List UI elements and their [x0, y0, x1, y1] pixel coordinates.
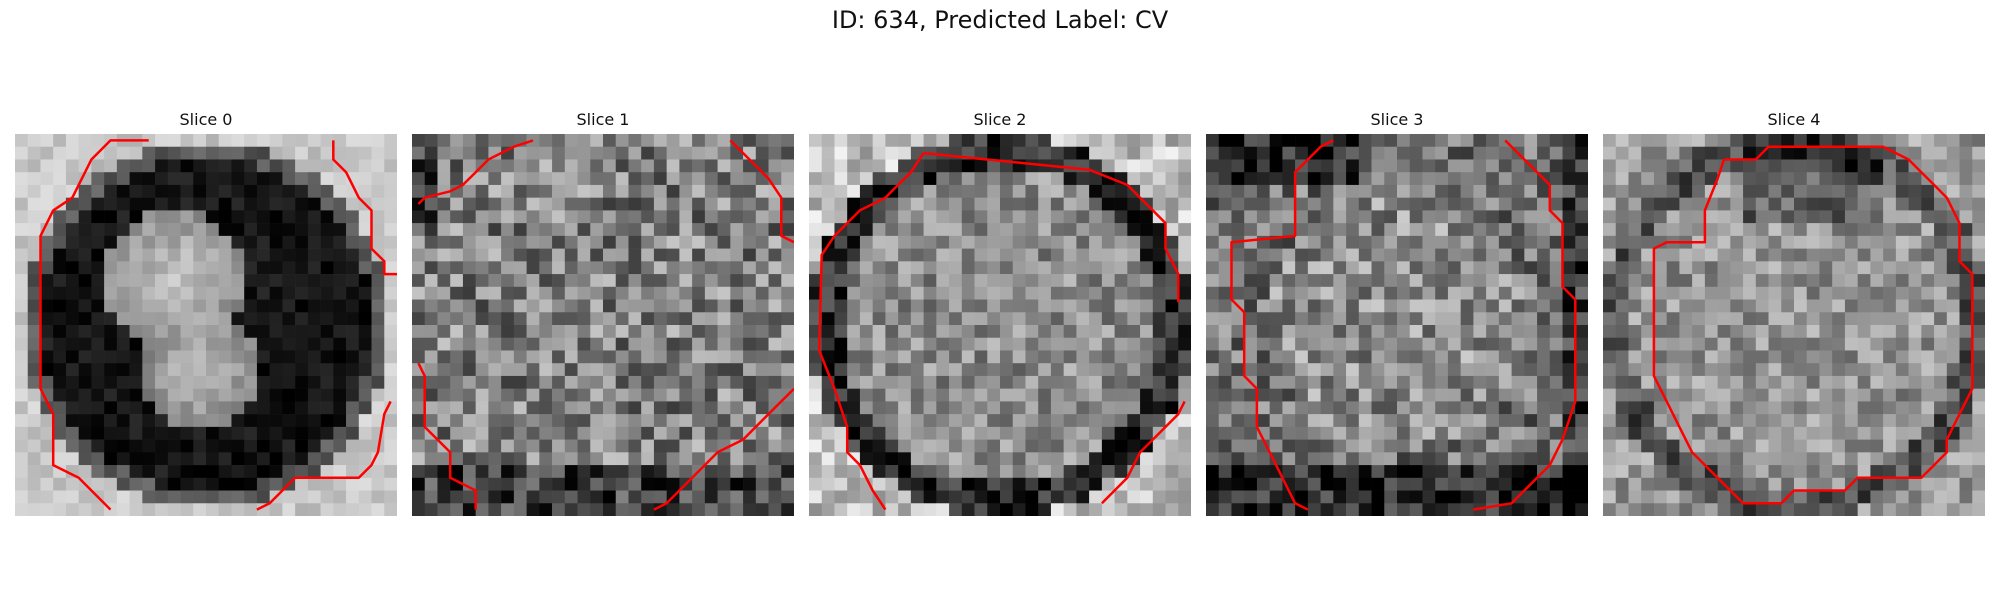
slice-image	[412, 134, 794, 516]
figure-title: ID: 634, Predicted Label: CV	[831, 6, 1169, 34]
slice-panel: Slice 4	[1603, 108, 1985, 516]
slice-title: Slice 0	[179, 110, 233, 129]
segmentation-contour	[1473, 139, 1577, 511]
segmentation-contour	[256, 400, 392, 511]
slice-panel: Slice 3	[1206, 108, 1588, 516]
slice-title: Slice 1	[576, 110, 630, 129]
segmentation-contour	[39, 139, 149, 511]
slice-image	[1603, 134, 1985, 516]
segmentation-contour	[1230, 139, 1334, 511]
slice-pixels	[809, 134, 1191, 516]
slice-title: Slice 4	[1767, 110, 1821, 129]
slice-pixels	[15, 134, 397, 516]
slice-panel: Slice 2	[809, 108, 1191, 516]
slice-pixels	[412, 134, 794, 516]
slice-pixels	[1206, 134, 1588, 516]
segmentation-contour	[817, 152, 925, 511]
slice-image	[809, 134, 1191, 516]
slice-image	[1206, 134, 1588, 516]
segmentation-contour	[1101, 400, 1186, 505]
slice-title: Slice 3	[1370, 110, 1424, 129]
slice-image	[15, 134, 397, 516]
slice-panel: Slice 0	[15, 108, 397, 516]
segmentation-contour	[1652, 145, 1974, 505]
segmentation-contour	[417, 362, 477, 510]
slice-pixels	[1603, 134, 1985, 516]
segmentation-contour	[729, 139, 794, 244]
segmentation-contour	[923, 151, 1180, 303]
segmentation-contour	[653, 387, 794, 511]
segmentation-contour	[417, 139, 534, 205]
slice-panel: Slice 1	[412, 108, 794, 516]
segmentation-contour	[332, 140, 397, 276]
slice-title: Slice 2	[973, 110, 1027, 129]
